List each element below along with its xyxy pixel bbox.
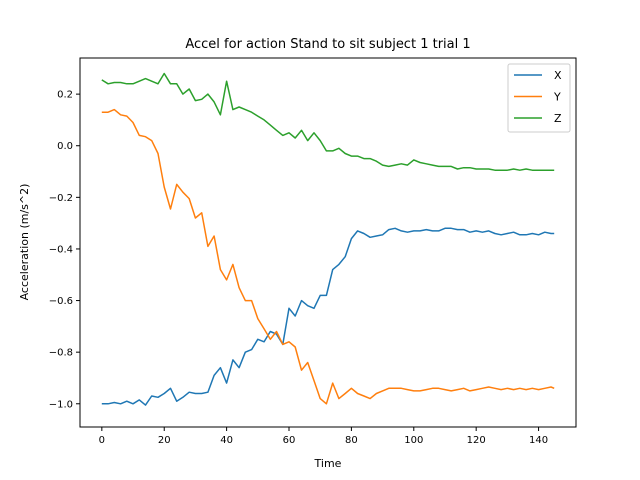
series-layer <box>101 72 555 406</box>
x-axis: 0 20 40 60 80 100 120 140 <box>99 427 548 446</box>
series-line-z <box>101 72 555 171</box>
x-tick-label: 80 <box>345 435 358 446</box>
series-line-y <box>101 108 555 405</box>
plot-frame <box>79 57 577 428</box>
x-tick-label: 60 <box>283 435 296 446</box>
legend-box <box>507 63 571 133</box>
chart-title: Accel for action Stand to sit subject 1 … <box>185 37 470 52</box>
y-tick-label: −0.4 <box>49 244 73 255</box>
x-tick-label: 120 <box>467 435 486 446</box>
legend-label-y: Y <box>553 91 561 104</box>
y-tick-label: −1.0 <box>49 399 73 410</box>
x-tick-label: 100 <box>404 435 423 446</box>
y-tick-label: 0.2 <box>57 90 73 101</box>
x-tick-label: 140 <box>529 435 548 446</box>
y-axis-title: Acceleration (m/s^2) <box>18 184 31 301</box>
legend-label-z: Z <box>554 112 562 125</box>
series-line-x <box>101 227 555 406</box>
y-axis: −1.0 −0.8 −0.6 −0.4 −0.2 0.0 0.2 <box>49 90 80 410</box>
y-tick-label: 0.0 <box>57 141 73 152</box>
x-tick-label: 20 <box>158 435 171 446</box>
y-tick-label: −0.2 <box>49 193 73 204</box>
y-tick-label: −0.6 <box>49 296 73 307</box>
x-axis-title: Time <box>314 457 342 470</box>
legend-label-x: X <box>554 69 562 82</box>
x-tick-label: 40 <box>220 435 233 446</box>
y-tick-label: −0.8 <box>49 348 73 359</box>
x-tick-label: 0 <box>99 435 105 446</box>
legend: XYZ <box>507 63 571 133</box>
plot-area <box>79 57 577 428</box>
